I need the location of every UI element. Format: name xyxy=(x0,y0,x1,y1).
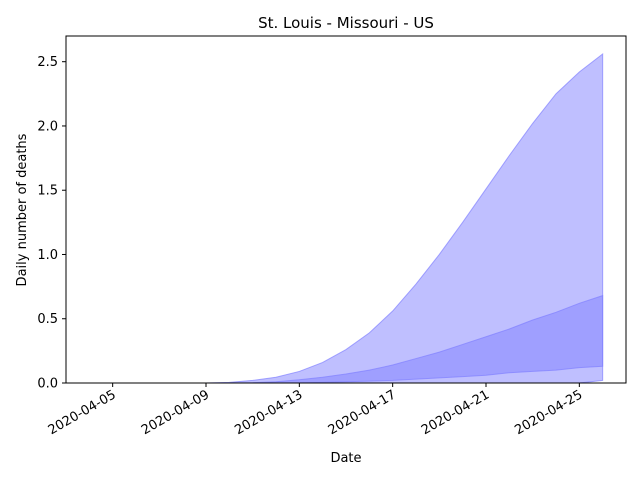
x-tick-label: 2020-04-17 xyxy=(326,387,399,438)
y-tick-label: 1.0 xyxy=(37,248,58,263)
x-tick-label: 2020-04-25 xyxy=(512,387,585,438)
plot-areas xyxy=(112,52,604,384)
x-tick-label: 2020-04-21 xyxy=(419,387,492,438)
x-axis: 2020-04-05 2020-04-09 2020-04-13 2020-04-17… xyxy=(46,383,585,438)
y-tick-label: 0.0 xyxy=(37,377,58,392)
y-axis-label: Daily number of deaths xyxy=(15,133,30,286)
x-axis-label: Date xyxy=(330,451,361,466)
chart-title: St. Louis - Missouri - US xyxy=(258,14,434,32)
y-tick-label: 2.5 xyxy=(37,55,58,70)
y-tick-label: 2.0 xyxy=(37,119,58,134)
x-tick-label: 2020-04-05 xyxy=(46,387,119,438)
x-tick-label: 2020-04-09 xyxy=(139,387,212,438)
y-axis: 0.0 0.5 1.0 1.5 2.0 2.5 xyxy=(37,55,66,392)
y-tick-label: 1.5 xyxy=(37,184,58,199)
x-tick-label: 2020-04-13 xyxy=(232,387,305,438)
plot-frame xyxy=(65,35,627,384)
y-tick-label: 0.5 xyxy=(37,312,58,327)
